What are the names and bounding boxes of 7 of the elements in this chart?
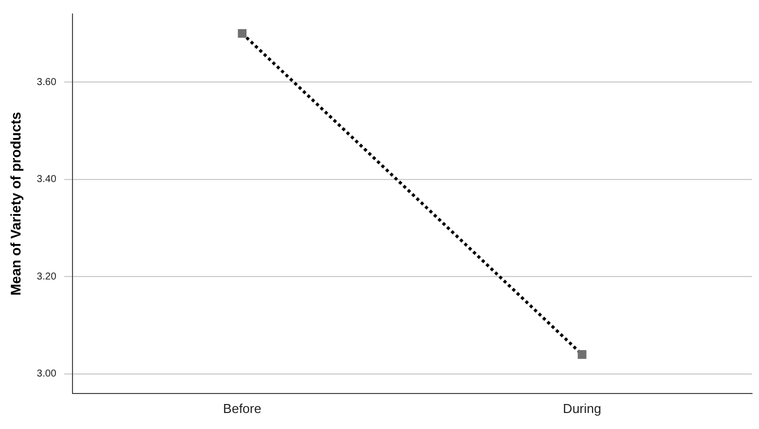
y-tick-label: 3.60 [36, 76, 57, 88]
y-tick-label: 3.00 [36, 368, 57, 380]
y-tick-label: 3.20 [36, 271, 57, 282]
x-tick-label: During [562, 400, 602, 416]
x-tick-label: Before [223, 400, 262, 416]
y-tick-label: 3.40 [36, 174, 57, 186]
y-axis-title: Mean of Variety of products [7, 112, 24, 296]
